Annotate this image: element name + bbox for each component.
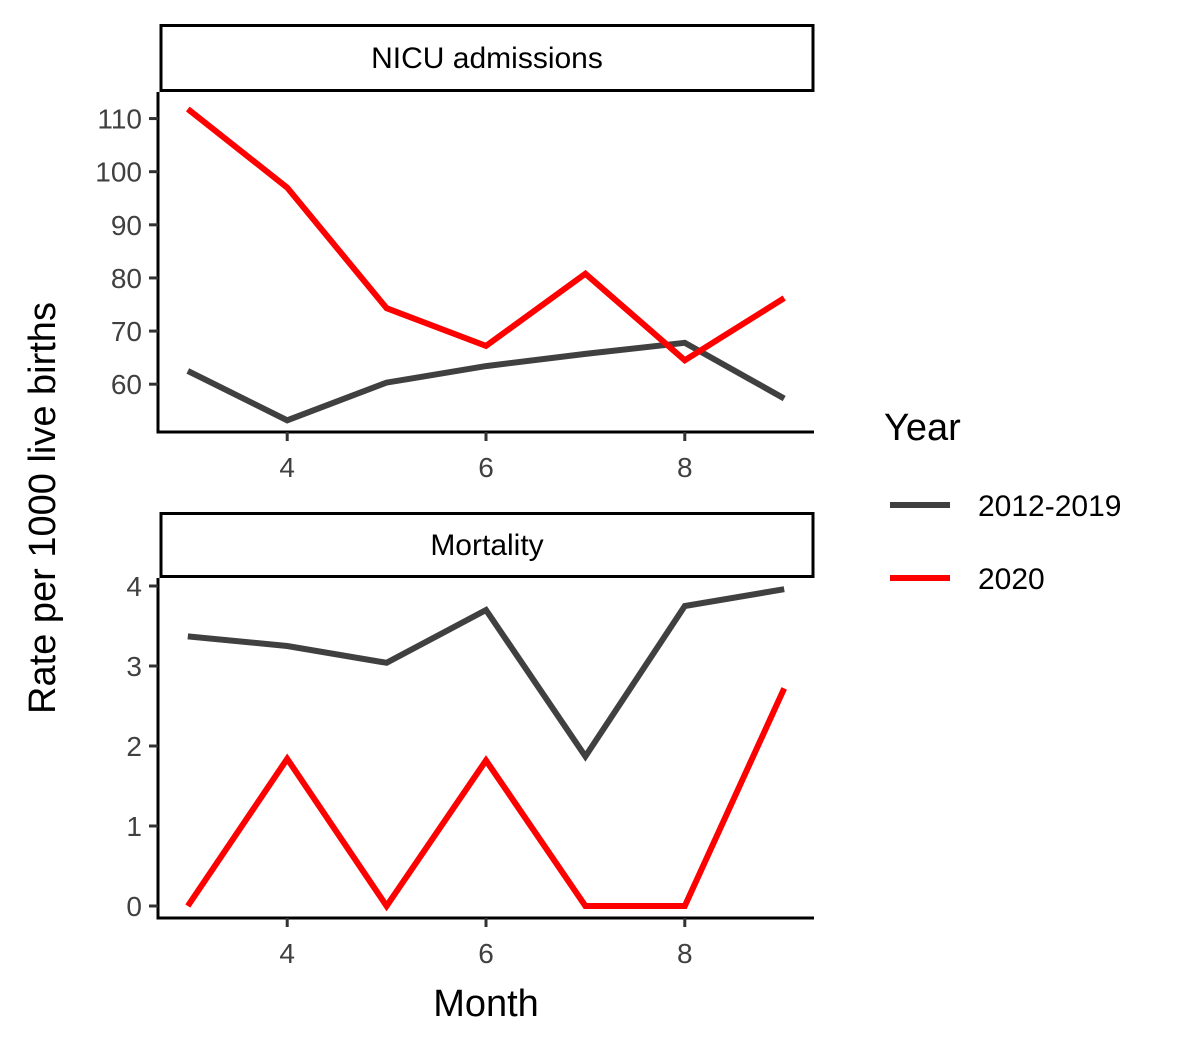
y-tick-label-nicu-admissions: 90 [111, 210, 142, 241]
y-tick-label-mortality: 4 [126, 571, 142, 602]
x-axis-title: Month [433, 983, 539, 1025]
y-tick-label-mortality: 2 [126, 731, 142, 762]
y-tick-label-nicu-admissions: 60 [111, 369, 142, 400]
x-tick-label-mortality: 4 [279, 938, 295, 969]
x-tick-label-nicu-admissions: 6 [478, 452, 494, 483]
x-tick-label-nicu-admissions: 4 [279, 452, 295, 483]
legend-label-2012-2019: 2012-2019 [978, 490, 1121, 523]
strip-label-mortality: Mortality [430, 529, 543, 562]
y-tick-label-nicu-admissions: 110 [97, 104, 142, 135]
strip-label-nicu-admissions: NICU admissions [371, 42, 603, 75]
series-line-nicu-admissions-2020 [188, 109, 784, 360]
y-tick-label-nicu-admissions: 80 [111, 263, 142, 294]
y-tick-label-nicu-admissions: 70 [111, 316, 142, 347]
x-tick-label-mortality: 6 [478, 938, 494, 969]
series-line-mortality-2020 [188, 688, 784, 906]
series-line-mortality-2012-2019 [188, 589, 784, 756]
y-tick-label-nicu-admissions: 100 [95, 157, 142, 188]
legend-label-2020: 2020 [978, 563, 1045, 596]
x-tick-label-mortality: 8 [677, 938, 693, 969]
x-tick-label-nicu-admissions: 8 [677, 452, 693, 483]
y-tick-label-mortality: 0 [126, 891, 142, 922]
y-tick-label-mortality: 1 [126, 811, 142, 842]
y-tick-label-mortality: 3 [126, 651, 142, 682]
y-axis-title: Rate per 1000 live births [22, 302, 64, 714]
legend-title: Year [884, 407, 961, 449]
